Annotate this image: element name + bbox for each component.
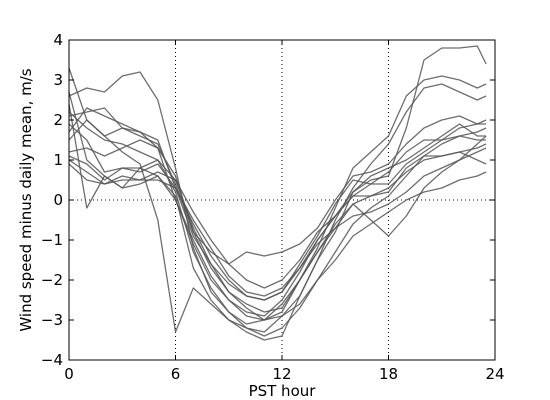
y-tick-label: 3 bbox=[53, 71, 63, 89]
y-tick-label: 0 bbox=[53, 191, 63, 209]
series-line-10 bbox=[68, 147, 487, 297]
series-line-12 bbox=[68, 123, 487, 321]
y-tick-label: −2 bbox=[41, 271, 63, 289]
series-line-2 bbox=[68, 71, 487, 325]
x-axis-label: PST hour bbox=[249, 382, 317, 400]
series-line-9 bbox=[68, 151, 487, 289]
series-line-13 bbox=[68, 111, 487, 337]
series-line-4 bbox=[68, 107, 487, 265]
x-tick-label: 18 bbox=[379, 365, 398, 383]
series-line-11 bbox=[68, 103, 487, 321]
series-line-8 bbox=[68, 123, 487, 301]
x-tick-label: 6 bbox=[171, 365, 181, 383]
series-layer bbox=[68, 45, 487, 341]
y-tick-label: 2 bbox=[53, 111, 63, 129]
series-line-3 bbox=[68, 67, 487, 341]
y-tick-label: 1 bbox=[53, 151, 63, 169]
y-tick-label: −3 bbox=[41, 311, 63, 329]
y-tick-label: −4 bbox=[41, 351, 63, 369]
x-tick-label: 12 bbox=[272, 365, 291, 383]
y-axis-label: Wind speed minus daily mean, m/s bbox=[17, 68, 35, 331]
series-line-5 bbox=[68, 107, 487, 301]
y-tick-label: −1 bbox=[41, 231, 63, 249]
x-tick-label: 0 bbox=[64, 365, 74, 383]
y-tick-label: 4 bbox=[53, 31, 63, 49]
x-tick-label: 24 bbox=[485, 365, 504, 383]
series-line-7 bbox=[68, 139, 487, 313]
series-line-6 bbox=[68, 119, 487, 317]
